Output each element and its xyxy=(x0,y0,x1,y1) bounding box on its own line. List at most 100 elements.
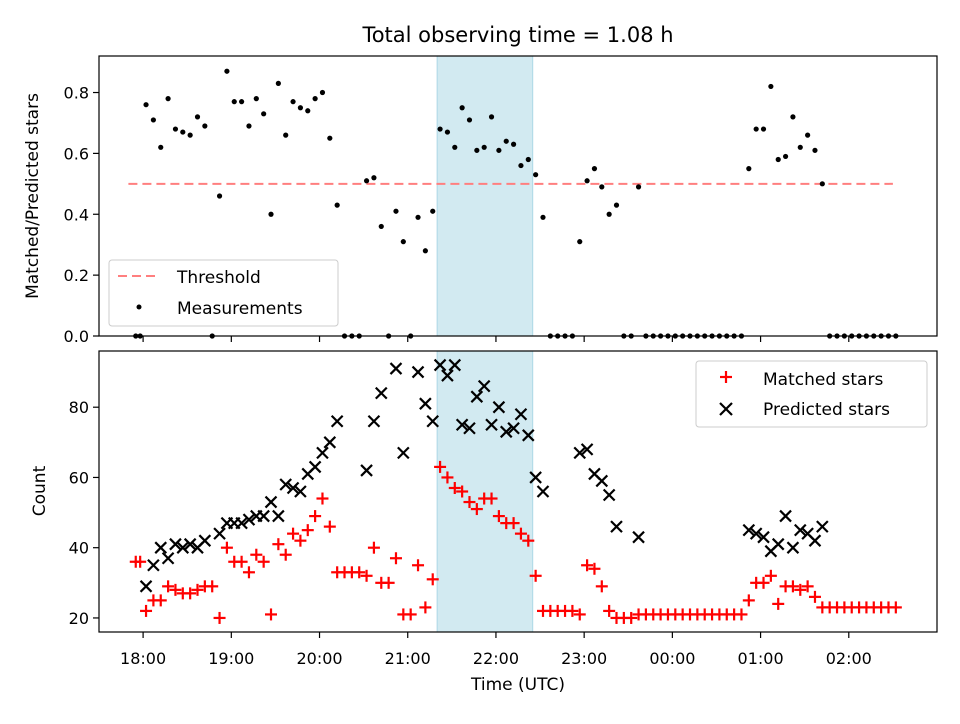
top-y-tick-label: 0.8 xyxy=(64,84,89,103)
matched-point xyxy=(367,541,380,554)
matched-point xyxy=(470,503,483,516)
bottom-y-tick-label: 80 xyxy=(69,398,89,417)
predicted-point xyxy=(529,471,542,484)
measurement-point xyxy=(400,239,406,245)
measurement-point xyxy=(216,193,223,199)
matched-point xyxy=(514,527,527,540)
measurement-point xyxy=(533,172,539,178)
matched-point xyxy=(492,510,505,523)
measurement-point xyxy=(812,147,818,153)
predicted-point xyxy=(397,446,410,460)
top-x-ticks xyxy=(142,336,850,342)
matched-point xyxy=(301,524,314,537)
matched-point xyxy=(426,573,439,586)
matched-point xyxy=(353,566,366,579)
matched-point xyxy=(191,583,204,596)
x-tick-label: 20:00 xyxy=(296,649,342,668)
matched-point xyxy=(625,611,638,624)
predicted-point xyxy=(536,485,550,498)
predicted-point xyxy=(632,530,645,544)
measurement-point xyxy=(172,126,179,132)
predicted-point xyxy=(786,541,800,554)
predicted-point xyxy=(455,418,469,432)
measurement-point xyxy=(466,117,473,123)
predicted-point xyxy=(816,520,829,533)
matched-point xyxy=(206,580,219,593)
predicted-point xyxy=(367,414,381,428)
measurement-point xyxy=(327,135,333,141)
matched-point xyxy=(507,517,520,530)
predicted-point xyxy=(448,358,462,372)
measurement-point xyxy=(753,126,759,132)
measurement-point xyxy=(797,144,803,150)
predicted-point xyxy=(308,460,322,474)
measurement-point xyxy=(584,178,590,184)
measurement-point xyxy=(782,153,789,160)
matched-point xyxy=(441,471,454,484)
predicted-point xyxy=(522,429,535,442)
x-tick-label: 21:00 xyxy=(385,649,431,668)
predicted-point xyxy=(198,534,212,547)
matched-point xyxy=(463,496,476,509)
predicted-point xyxy=(595,474,609,488)
predicted-points xyxy=(139,358,829,593)
matched-point xyxy=(220,541,233,554)
measurement-point xyxy=(393,208,399,214)
bottom-y-tick-label: 40 xyxy=(69,539,89,558)
measurement-point xyxy=(635,184,642,190)
matched-point xyxy=(603,604,616,617)
bottom-y-label: Count xyxy=(30,465,50,516)
measurement-point xyxy=(165,96,171,102)
legend-matched-label: Matched stars xyxy=(763,370,883,390)
top-legend: Threshold Measurements xyxy=(108,259,339,327)
matched-point xyxy=(566,604,579,617)
predicted-point xyxy=(286,481,300,495)
matched-point xyxy=(595,580,608,593)
matched-point xyxy=(323,520,336,533)
bottom-plot-frame xyxy=(98,350,938,633)
measurement-point xyxy=(488,114,495,120)
predicted-point xyxy=(514,407,528,421)
legend-predicted-label: Predicted stars xyxy=(763,400,890,420)
predicted-point xyxy=(742,523,756,537)
measurement-point xyxy=(231,99,237,105)
measurement-point xyxy=(275,80,281,86)
measurement-point xyxy=(283,132,289,138)
predicted-point xyxy=(264,495,278,509)
measurement-point xyxy=(430,208,436,214)
predicted-point xyxy=(771,537,785,551)
measurement-point xyxy=(599,184,605,190)
measurement-point xyxy=(422,248,428,254)
measurement-point xyxy=(790,114,796,120)
predicted-point xyxy=(279,478,292,491)
top-highlight-band xyxy=(436,55,534,337)
measurement-point xyxy=(239,99,245,105)
measurement-point xyxy=(577,239,583,245)
matched-point xyxy=(279,548,292,561)
matched-point xyxy=(581,559,594,572)
predicted-point xyxy=(389,362,403,375)
matched-point xyxy=(169,583,182,596)
measurement-point xyxy=(613,202,620,208)
predicted-point xyxy=(470,390,484,403)
predicted-point xyxy=(610,520,623,533)
x-tick-label: 23:00 xyxy=(561,649,607,668)
predicted-point xyxy=(426,414,440,428)
legend-measurement-marker xyxy=(136,304,142,310)
predicted-point xyxy=(272,509,285,523)
measurement-point xyxy=(143,102,149,108)
predicted-point xyxy=(580,443,594,456)
matched-point xyxy=(404,608,417,621)
predicted-point xyxy=(749,527,763,540)
measurement-point xyxy=(319,89,326,96)
matched-point xyxy=(360,569,373,582)
measurement-point xyxy=(437,126,443,132)
measurement-point xyxy=(775,156,781,163)
matched-point xyxy=(134,555,147,568)
predicted-point xyxy=(602,488,616,502)
bottom-y-tick-label: 60 xyxy=(69,468,89,487)
matched-point xyxy=(316,492,329,505)
matched-point xyxy=(162,580,175,593)
matched-point xyxy=(735,608,748,621)
matched-point xyxy=(448,481,461,494)
